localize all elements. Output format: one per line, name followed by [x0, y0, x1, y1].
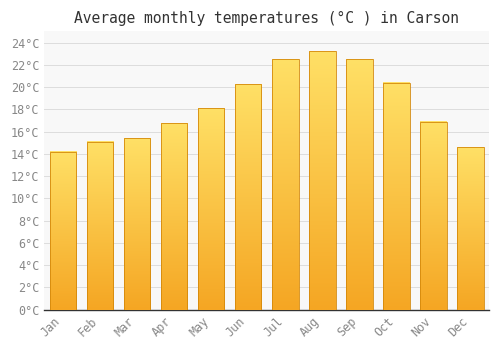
- Bar: [235, 84, 262, 310]
- Bar: [420, 121, 446, 310]
- Bar: [457, 147, 483, 310]
- Bar: [198, 108, 224, 310]
- Bar: [272, 59, 298, 310]
- Bar: [124, 138, 150, 310]
- Bar: [346, 59, 372, 310]
- Bar: [50, 152, 76, 310]
- Bar: [383, 83, 409, 310]
- Bar: [309, 51, 336, 310]
- Bar: [86, 142, 114, 310]
- Bar: [161, 123, 188, 310]
- Title: Average monthly temperatures (°C ) in Carson: Average monthly temperatures (°C ) in Ca…: [74, 11, 459, 26]
